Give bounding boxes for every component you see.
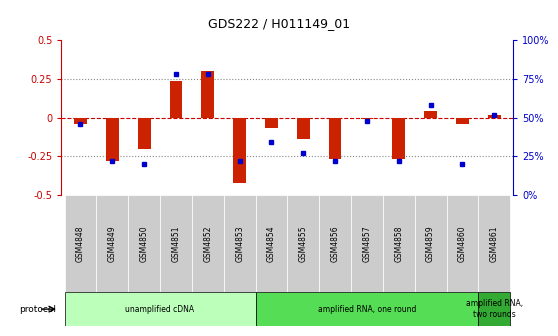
Bar [329,118,341,159]
Bar [424,112,437,118]
Bar [446,195,478,292]
Bar [478,195,510,292]
Bar [360,118,373,119]
Bar [392,118,405,159]
Text: protocol: protocol [19,305,56,313]
Bar [233,118,246,182]
Text: GSM4856: GSM4856 [330,225,340,262]
Text: amplified RNA,
two rounds: amplified RNA, two rounds [466,299,523,319]
Bar [265,118,278,128]
Bar [319,195,351,292]
Text: amplified RNA, one round: amplified RNA, one round [318,305,416,313]
Bar [74,118,87,124]
Text: GSM4848: GSM4848 [76,225,85,262]
Bar [160,195,192,292]
Text: GSM4861: GSM4861 [490,225,499,262]
Bar [478,292,510,326]
Bar [170,81,182,118]
Text: GSM4858: GSM4858 [395,225,403,262]
Text: GSM4859: GSM4859 [426,225,435,262]
Text: GSM4855: GSM4855 [299,225,308,262]
Text: GSM4853: GSM4853 [235,225,244,262]
Bar [488,115,501,118]
Bar [415,195,446,292]
Text: GSM4860: GSM4860 [458,225,467,262]
Text: GDS222 / H011149_01: GDS222 / H011149_01 [208,17,350,30]
Text: GSM4850: GSM4850 [140,225,148,262]
Text: GSM4857: GSM4857 [363,225,372,262]
Bar [65,292,256,326]
Bar [128,195,160,292]
Text: GSM4849: GSM4849 [108,225,117,262]
Bar [138,118,151,149]
Text: GSM4851: GSM4851 [171,225,180,262]
Bar [65,195,97,292]
Text: GSM4854: GSM4854 [267,225,276,262]
Bar [456,118,469,124]
Text: unamplified cDNA: unamplified cDNA [126,305,195,313]
Bar [297,118,310,139]
Bar [192,195,224,292]
Bar [383,195,415,292]
Bar [224,195,256,292]
Bar [97,195,128,292]
Bar [256,292,478,326]
Bar [106,118,119,161]
Bar [256,195,287,292]
Bar [287,195,319,292]
Bar [351,195,383,292]
Bar [201,71,214,118]
Text: GSM4852: GSM4852 [203,225,212,262]
